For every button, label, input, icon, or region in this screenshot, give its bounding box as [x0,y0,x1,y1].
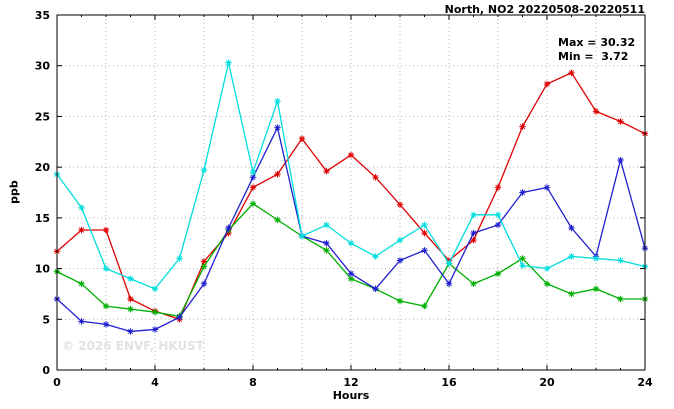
chart-title: North, NO2 20220508-20220511 [444,3,645,16]
min-value-label: Min = 3.72 [558,50,629,63]
svg-text:5: 5 [42,313,50,326]
svg-text:25: 25 [35,110,50,123]
max-value-label: Max = 30.32 [558,36,636,49]
svg-text:4: 4 [151,376,159,389]
svg-text:12: 12 [343,376,358,389]
svg-text:0: 0 [42,364,50,377]
watermark: © 2026 ENVF, HKUST [62,339,204,353]
svg-text:20: 20 [35,161,51,174]
svg-text:16: 16 [441,376,457,389]
svg-text:15: 15 [35,212,50,225]
svg-text:20: 20 [539,376,555,389]
svg-text:30: 30 [35,60,51,73]
svg-text:10: 10 [35,263,51,276]
svg-text:0: 0 [53,376,61,389]
svg-text:8: 8 [249,376,257,389]
svg-text:24: 24 [637,376,653,389]
svg-text:35: 35 [35,9,50,22]
max-min-annotation: Max = 30.32 Min = 3.72 [558,36,635,64]
y-axis-label: ppb [7,180,21,204]
x-axis-label: Hours [332,389,370,402]
